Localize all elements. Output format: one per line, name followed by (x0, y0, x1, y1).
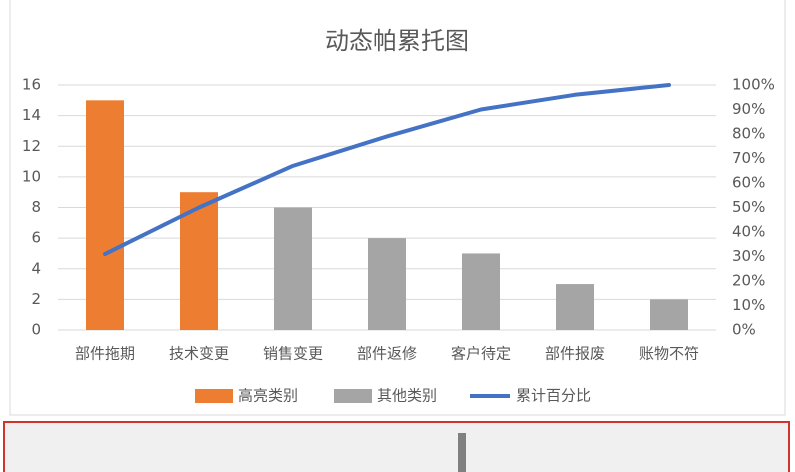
x-tick-label: 账物不符 (639, 345, 699, 363)
chart-title: 动态帕累托图 (325, 27, 469, 55)
legend-swatch (195, 389, 233, 403)
y2-tick-label: 0% (732, 321, 756, 339)
y2-tick-label: 80% (732, 125, 765, 143)
y2-tick-label: 90% (732, 100, 765, 118)
y2-tick-label: 60% (732, 174, 765, 192)
y-tick-label: 4 (31, 259, 41, 277)
y2-tick-label: 40% (732, 223, 765, 241)
bar (650, 299, 688, 330)
legend-swatch (334, 389, 372, 403)
y-tick-label: 2 (31, 290, 41, 308)
x-tick-label: 技术变更 (169, 345, 229, 363)
x-tick-label: 部件拖期 (75, 345, 135, 363)
y2-tick-label: 10% (732, 296, 765, 314)
y-tick-label: 16 (22, 76, 41, 94)
y-tick-label: 14 (22, 106, 41, 124)
y2-tick-label: 20% (732, 272, 765, 290)
plot: 0 2 4 6 8 10 12 14 16 0% 10% 20% 30% 40% 50% 60% 70% 80% 9… (22, 76, 775, 405)
legend-label: 高亮类别 (238, 387, 298, 405)
x-tick-label: 部件报废 (545, 345, 605, 363)
y-tick-label: 0 (31, 321, 41, 339)
bar (556, 284, 594, 330)
y2-tick-label: 100% (732, 76, 775, 94)
y2-tick-label: 70% (732, 149, 765, 167)
legend-label: 其他类别 (377, 387, 437, 405)
bar (86, 100, 124, 330)
x-tick-label: 销售变更 (263, 345, 323, 363)
x-tick-label: 部件返修 (357, 345, 417, 363)
x-tick-label: 客户待定 (451, 345, 511, 363)
bar (274, 207, 312, 330)
line (103, 83, 671, 257)
y2-tick-label: 30% (732, 247, 765, 265)
y-tick-label: 6 (31, 229, 41, 247)
y-tick-label: 8 (31, 198, 41, 216)
y-tick-label: 10 (22, 167, 41, 185)
y2-tick-label: 50% (732, 198, 765, 216)
scroll-thumb (458, 433, 466, 472)
y-tick-label: 12 (22, 137, 41, 155)
legend-label: 累计百分比 (516, 387, 591, 405)
bar (462, 253, 500, 330)
selection-box (3, 421, 790, 472)
bar (368, 238, 406, 330)
